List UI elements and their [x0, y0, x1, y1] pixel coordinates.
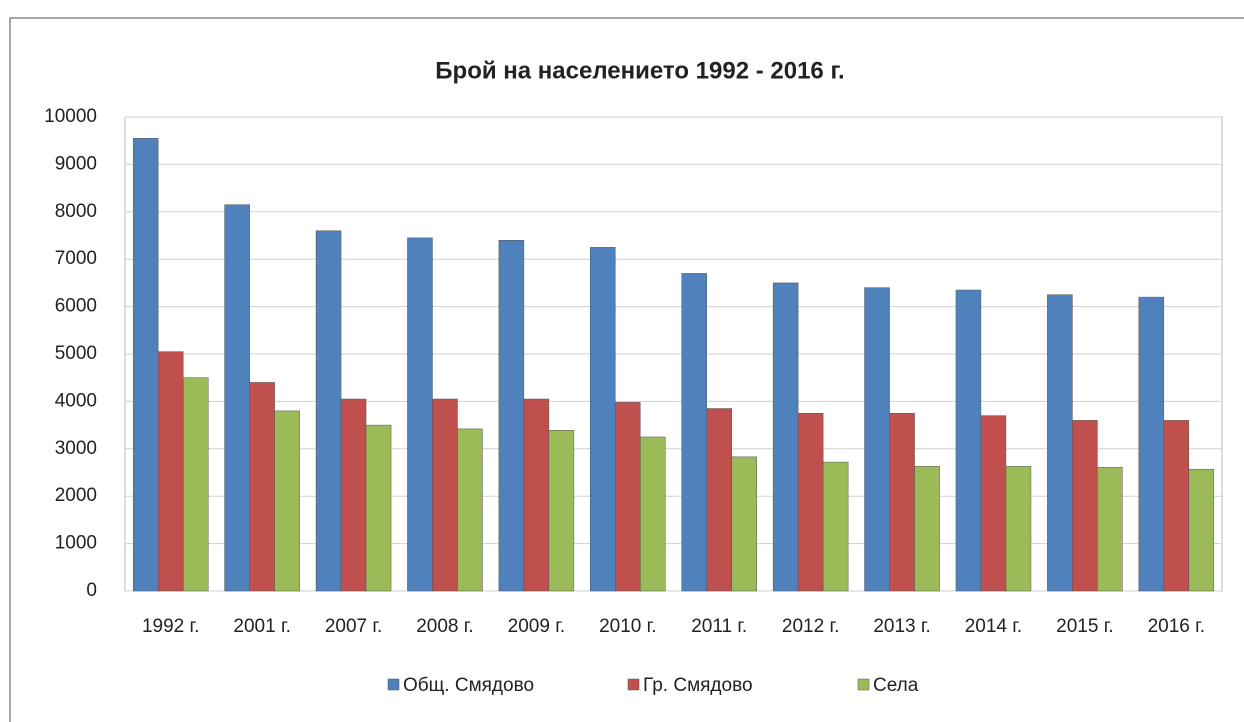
- bar: [224, 204, 250, 592]
- bar: [407, 237, 433, 592]
- legend-label: Гр. Смядово: [643, 675, 753, 696]
- bar: [955, 289, 982, 592]
- y-tick-label: 3000: [55, 438, 97, 459]
- x-tick-label: 2010 г.: [599, 616, 656, 637]
- y-tick-label: 6000: [55, 296, 97, 317]
- bar: [731, 456, 757, 592]
- bar: [1163, 420, 1190, 592]
- x-tick-label: 2015 г.: [1056, 616, 1113, 637]
- x-tick-label: 2012 г.: [782, 616, 839, 637]
- y-tick-label: 8000: [55, 201, 97, 222]
- y-tick-label: 5000: [55, 343, 97, 364]
- legend-marker: [387, 678, 400, 691]
- bar: [365, 424, 392, 592]
- bar: [498, 239, 525, 592]
- legend-label: Общ. Смядово: [403, 675, 534, 696]
- x-tick-label: 2014 г.: [965, 616, 1022, 637]
- x-tick-label: 2016 г.: [1148, 616, 1205, 637]
- bar: [182, 377, 209, 592]
- y-tick-label: 10000: [44, 106, 97, 127]
- y-tick-label: 0: [86, 580, 97, 601]
- bar: [340, 398, 367, 592]
- bar: [681, 273, 707, 592]
- bar: [864, 287, 890, 592]
- y-tick-label: 2000: [55, 485, 97, 506]
- bar: [640, 436, 666, 592]
- bar: [1072, 420, 1098, 592]
- x-tick-label: 2011 г.: [691, 616, 747, 637]
- bar: [914, 466, 940, 592]
- bar: [523, 398, 550, 592]
- bar: [772, 282, 799, 592]
- legend-marker: [627, 678, 640, 691]
- y-tick-label: 7000: [55, 248, 97, 269]
- bar: [1188, 468, 1215, 592]
- bar: [1047, 294, 1073, 592]
- x-tick-label: 2009 г.: [508, 616, 565, 637]
- y-tick-label: 9000: [55, 153, 97, 174]
- bar: [1138, 296, 1165, 592]
- y-tick-label: 4000: [55, 390, 97, 411]
- bar: [1097, 467, 1123, 592]
- bar: [157, 351, 184, 592]
- x-tick-label: 2013 г.: [873, 616, 930, 637]
- bar: [980, 415, 1007, 592]
- bar: [132, 138, 159, 592]
- x-tick-label: 2001 г.: [233, 616, 290, 637]
- x-tick-label: 1992 г.: [142, 616, 199, 637]
- bar: [548, 430, 575, 592]
- x-tick-label: 2008 г.: [416, 616, 473, 637]
- chart-title: Брой на населението 1992 - 2016 г.: [435, 57, 844, 84]
- x-tick-label: 2007 г.: [325, 616, 382, 637]
- bar: [432, 398, 458, 592]
- bar: [249, 382, 275, 592]
- bar: [274, 410, 300, 592]
- legend-label: Села: [873, 675, 919, 696]
- y-tick-label: 1000: [55, 533, 97, 554]
- bar: [457, 428, 483, 592]
- bar: [590, 247, 616, 592]
- bar: [706, 408, 732, 592]
- bar: [889, 413, 915, 592]
- legend-marker: [857, 678, 870, 691]
- bar: [797, 413, 824, 592]
- bar: [1005, 466, 1032, 592]
- bar: [822, 461, 849, 592]
- bar: [315, 230, 342, 592]
- bar: [615, 402, 641, 592]
